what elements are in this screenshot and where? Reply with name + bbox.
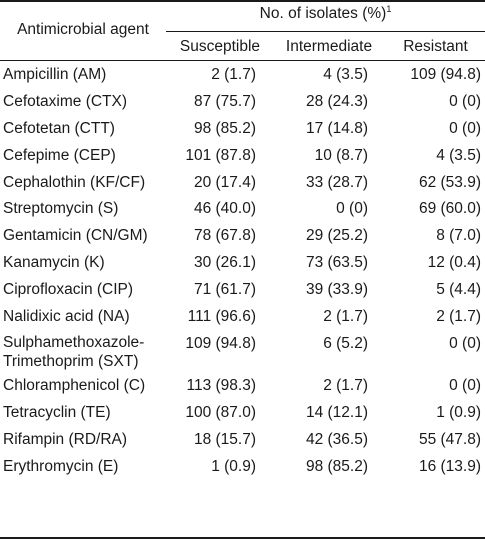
- susceptible-value: 78 (67.8): [193, 227, 256, 245]
- table-row: Tetracyclin (TE) 100 (87.0) 14 (12.1) 1 …: [0, 399, 485, 426]
- table-row: Ampicillin (AM) 2 (1.7) 4 (3.5) 109 (94.…: [0, 61, 485, 88]
- resistant-value: 1 (0.9): [436, 403, 481, 421]
- agent-name: Streptomycin (S): [3, 200, 119, 218]
- table-row: Cephalothin (KF/CF) 20 (17.4) 33 (28.7) …: [0, 169, 485, 196]
- intermediate-value: 39 (33.9): [305, 281, 368, 299]
- table-row: Nalidixic acid (NA) 111 (96.6) 2 (1.7) 2…: [0, 303, 485, 330]
- resistant-value: 109 (94.8): [410, 66, 481, 83]
- agent-name: Kanamycin (K): [3, 254, 105, 272]
- agent-name: Ciprofloxacin (CIP): [3, 281, 134, 299]
- intermediate-value: 73 (63.5): [305, 254, 368, 272]
- agent-name: Tetracyclin (TE): [3, 403, 111, 421]
- susceptible-value: 20 (17.4): [193, 173, 256, 191]
- table-row: Cefotetan (CTT) 98 (85.2) 17 (14.8) 0 (0…: [0, 115, 485, 142]
- intermediate-value: 98 (85.2): [305, 457, 368, 475]
- agent-name: Cefepime (CEP): [3, 146, 116, 164]
- resistant-value: 8 (7.0): [436, 227, 481, 245]
- resistant-value: 4 (3.5): [436, 146, 481, 164]
- resistant-value: 62 (53.9): [418, 173, 481, 191]
- susceptible-value: 109 (94.8): [185, 334, 256, 352]
- susceptible-value: 111 (96.6): [187, 308, 256, 326]
- table-bottom-rule: [0, 537, 485, 539]
- resistant-column-header: Resistant: [403, 38, 468, 55]
- resistant-value: 0 (0): [449, 119, 481, 137]
- resistant-value: 0 (0): [449, 334, 481, 352]
- table-row: Gentamicin (CN/GM) 78 (67.8) 29 (25.2) 8…: [0, 222, 485, 249]
- agent-name: Cephalothin (KF/CF): [3, 173, 146, 191]
- susceptible-value: 2 (1.7): [211, 66, 256, 83]
- table-row: Sulphamethoxazole-Trimethoprim (SXT) 109…: [0, 330, 485, 372]
- agent-name: Rifampin (RD/RA): [3, 430, 128, 448]
- resistant-value: 55 (47.8): [418, 430, 481, 448]
- susceptible-value: 30 (26.1): [193, 254, 256, 272]
- susceptible-value: 113 (98.3): [186, 376, 256, 394]
- intermediate-value: 0 (0): [336, 200, 368, 218]
- intermediate-value: 28 (24.3): [305, 92, 368, 110]
- resistant-value: 0 (0): [449, 92, 481, 110]
- susceptible-value: 71 (61.7): [193, 281, 256, 299]
- table-row: Erythromycin (E) 1 (0.9) 98 (85.2) 16 (1…: [0, 453, 485, 480]
- intermediate-value: 6 (5.2): [323, 334, 368, 352]
- intermediate-column-header: Intermediate: [285, 38, 373, 55]
- susceptible-value: 87 (75.7): [193, 92, 256, 110]
- susceptible-value: 46 (40.0): [193, 200, 256, 218]
- resistant-value: 16 (13.9): [418, 457, 481, 475]
- resistant-value: 69 (60.0): [418, 200, 481, 218]
- intermediate-value: 14 (12.1): [305, 403, 368, 421]
- table-row: Streptomycin (S) 46 (40.0) 0 (0) 69 (60.…: [0, 195, 485, 222]
- susceptible-value: 1 (0.9): [211, 457, 256, 475]
- agent-name: Sulphamethoxazole-Trimethoprim (SXT): [3, 333, 145, 370]
- agent-name: Gentamicin (CN/GM): [3, 227, 148, 245]
- intermediate-value: 4 (3.5): [323, 66, 368, 83]
- agent-name: Erythromycin (E): [3, 457, 119, 475]
- table-row: Cefotaxime (CTX) 87 (75.7) 28 (24.3) 0 (…: [0, 88, 485, 115]
- group-header-rule: [166, 31, 485, 32]
- intermediate-value: 2 (1.7): [323, 308, 368, 326]
- intermediate-value: 17 (14.8): [305, 119, 368, 137]
- resistant-value: 5 (4.4): [436, 281, 481, 299]
- table-row: Rifampin (RD/RA) 18 (15.7) 42 (36.5) 55 …: [0, 426, 485, 453]
- susceptible-value: 101 (87.8): [185, 146, 256, 164]
- header-bottom-rule: [0, 60, 485, 61]
- table-top-rule: [0, 0, 485, 2]
- group-footnote-marker: 1: [386, 3, 392, 14]
- agent-name: Chloramphenicol (C): [3, 376, 146, 394]
- intermediate-value: 2 (1.7): [323, 376, 368, 394]
- table-row: Chloramphenicol (C) 113 (98.3) 2 (1.7) 0…: [0, 372, 485, 399]
- intermediate-value: 10 (8.7): [314, 146, 368, 164]
- intermediate-value: 33 (28.7): [305, 173, 368, 191]
- table-row: Kanamycin (K) 30 (26.1) 73 (63.5) 12 (0.…: [0, 249, 485, 276]
- intermediate-value: 42 (36.5): [305, 430, 368, 448]
- agent-name: Ampicillin (AM): [3, 66, 107, 83]
- isolates-group-header: No. of isolates (%)1: [166, 4, 485, 23]
- susceptible-value: 18 (15.7): [193, 430, 256, 448]
- isolates-group-label: No. of isolates (%): [259, 5, 387, 22]
- table-body: Ampicillin (AM) 2 (1.7) 4 (3.5) 109 (94.…: [0, 61, 485, 479]
- resistant-value: 2 (1.7): [436, 308, 481, 326]
- susceptible-column-header: Susceptible: [179, 38, 261, 55]
- susceptible-value: 100 (87.0): [185, 403, 256, 421]
- resistant-value: 0 (0): [449, 376, 481, 394]
- intermediate-value: 29 (25.2): [305, 227, 368, 245]
- agent-name: Cefotaxime (CTX): [3, 92, 128, 110]
- agent-column-header: Antimicrobial agent: [17, 21, 149, 38]
- table-row: Ciprofloxacin (CIP) 71 (61.7) 39 (33.9) …: [0, 276, 485, 303]
- agent-name: Nalidixic acid (NA): [3, 308, 130, 326]
- table-row: Cefepime (CEP) 101 (87.8) 10 (8.7) 4 (3.…: [0, 142, 485, 169]
- resistant-value: 12 (0.4): [427, 254, 481, 272]
- susceptible-value: 98 (85.2): [193, 119, 256, 137]
- agent-name: Cefotetan (CTT): [3, 119, 115, 137]
